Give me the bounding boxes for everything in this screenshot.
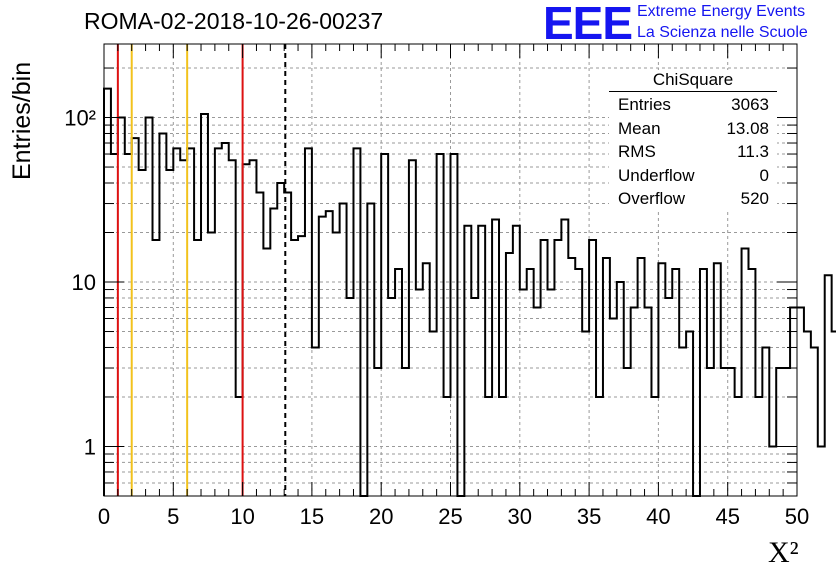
x-tick-label: 45: [715, 504, 739, 529]
x-tick-label: 20: [369, 504, 393, 529]
x-tick-label: 10: [230, 504, 254, 529]
stats-title: ChiSquare: [609, 70, 777, 92]
stats-value: 520: [740, 189, 769, 208]
y-tick-label: 10²: [64, 106, 96, 131]
stats-row-entries: Entries 3063: [609, 93, 777, 117]
x-tick-label: 30: [508, 504, 532, 529]
stats-label: Mean: [618, 118, 661, 138]
chart-title: ROMA-02-2018-10-26-00237: [84, 8, 384, 34]
stats-label: Entries: [618, 95, 671, 114]
histogram-series: [103, 87, 836, 497]
y-axis-label: Entries/bin: [8, 61, 36, 180]
stats-box: ChiSquare Entries 3063 Mean 13.08 RMS 11…: [609, 70, 777, 211]
stats-value: 3063: [731, 95, 769, 114]
stats-label: Overflow: [618, 189, 686, 208]
logo-line-1: Extreme Energy Events: [637, 3, 806, 20]
x-tick-label: 25: [438, 504, 462, 529]
x-tick-label: 35: [577, 504, 601, 529]
x-tick-label: 5: [167, 504, 179, 529]
x-tick-label: 0: [98, 504, 110, 529]
x-axis-label: X²: [768, 536, 799, 569]
logo-line-2: La Scienza nelle Scuole: [637, 24, 808, 41]
stats-value: 0: [759, 165, 769, 185]
stats-row-overflow: Overflow 520: [609, 187, 777, 211]
y-tick-label: 1: [84, 434, 96, 459]
stats-label: Underflow: [618, 165, 695, 185]
y-tick-label: 10: [72, 270, 96, 295]
stats-value: 13.08: [726, 118, 769, 138]
stats-value: 11.3: [737, 142, 769, 161]
x-tick-label: 15: [300, 504, 324, 529]
stats-row-underflow: Underflow 0: [609, 164, 777, 188]
stats-label: RMS: [618, 142, 656, 161]
eee-logo: EEE: [543, 0, 633, 49]
x-tick-label: 40: [646, 504, 670, 529]
stats-row-rms: RMS 11.3: [609, 140, 777, 164]
x-tick-label: 50: [785, 504, 809, 529]
stats-row-mean: Mean 13.08: [609, 117, 777, 141]
